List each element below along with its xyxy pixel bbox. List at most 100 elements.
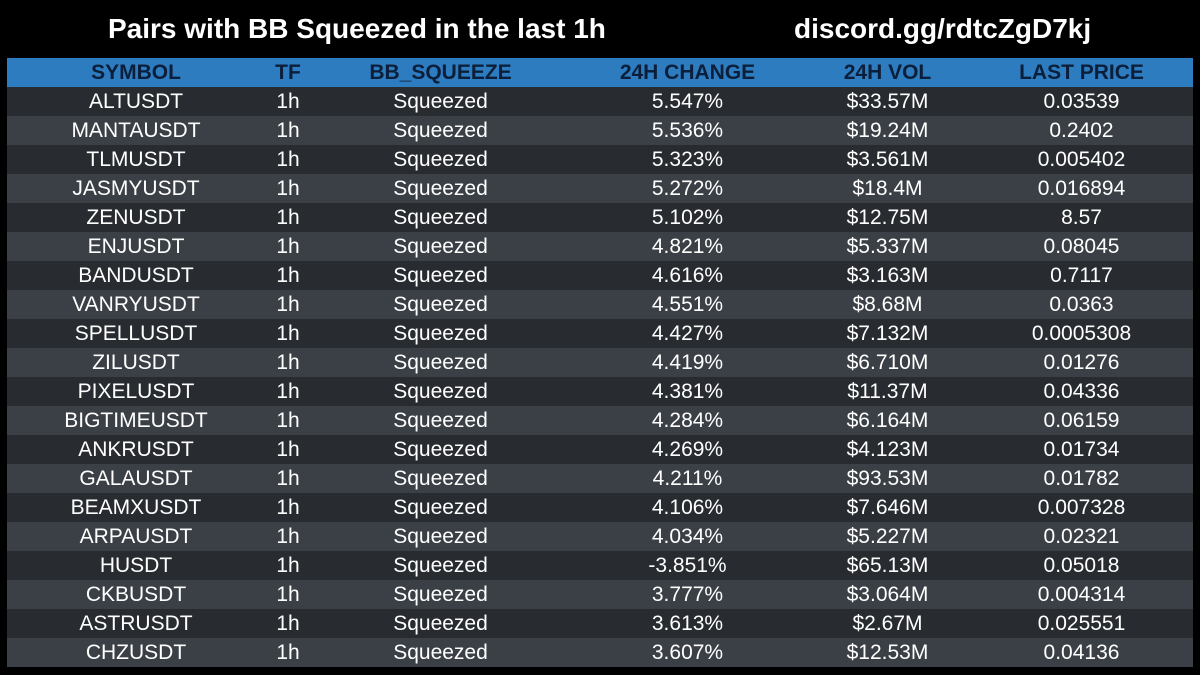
table-row: PIXELUSDT 1h Squeezed 4.381% $11.37M 0.04336 xyxy=(7,377,1193,406)
squeeze-table: SYMBOL TF BB_SQUEEZE 24H CHANGE 24H VOL … xyxy=(7,58,1193,667)
cell-tf: 1h xyxy=(265,551,311,580)
table-row: BANDUSDT 1h Squeezed 4.616% $3.163M 0.7117 xyxy=(7,261,1193,290)
cell-tf: 1h xyxy=(265,116,311,145)
cell-24h-vol: $93.53M xyxy=(805,464,970,493)
cell-symbol: ALTUSDT xyxy=(7,87,265,116)
cell-symbol: ANKRUSDT xyxy=(7,435,265,464)
cell-24h-change: 4.381% xyxy=(570,377,805,406)
column-header-bb-squeeze: BB_SQUEEZE xyxy=(311,58,570,87)
cell-tf: 1h xyxy=(265,580,311,609)
cell-24h-vol: $11.37M xyxy=(805,377,970,406)
table-row: CHZUSDT 1h Squeezed 3.607% $12.53M 0.04136 xyxy=(7,638,1193,667)
table-body: ALTUSDT 1h Squeezed 5.547% $33.57M 0.03539 MAN… xyxy=(7,87,1193,667)
cell-tf: 1h xyxy=(265,203,311,232)
discord-link[interactable]: discord.gg/rdtcZgD7kj xyxy=(794,13,1092,44)
cell-bb-squeeze: Squeezed xyxy=(311,116,570,145)
cell-24h-change: 5.102% xyxy=(570,203,805,232)
cell-24h-change: 4.427% xyxy=(570,319,805,348)
cell-symbol: ASTRUSDT xyxy=(7,609,265,638)
cell-last-price: 0.004314 xyxy=(970,580,1193,609)
cell-last-price: 0.2402 xyxy=(970,116,1193,145)
cell-24h-change: 4.269% xyxy=(570,435,805,464)
table-row: HUSDT 1h Squeezed -3.851% $65.13M 0.05018 xyxy=(7,551,1193,580)
cell-24h-vol: $7.646M xyxy=(805,493,970,522)
cell-symbol: ZENUSDT xyxy=(7,203,265,232)
cell-24h-vol: $4.123M xyxy=(805,435,970,464)
cell-24h-vol: $33.57M xyxy=(805,87,970,116)
cell-last-price: 0.01276 xyxy=(970,348,1193,377)
cell-symbol: BEAMXUSDT xyxy=(7,493,265,522)
cell-tf: 1h xyxy=(265,522,311,551)
cell-24h-change: 4.821% xyxy=(570,232,805,261)
cell-24h-change: 5.536% xyxy=(570,116,805,145)
cell-tf: 1h xyxy=(265,435,311,464)
cell-24h-vol: $3.064M xyxy=(805,580,970,609)
cell-last-price: 0.02321 xyxy=(970,522,1193,551)
cell-symbol: ARPAUSDT xyxy=(7,522,265,551)
cell-24h-change: 4.106% xyxy=(570,493,805,522)
cell-24h-change: 4.034% xyxy=(570,522,805,551)
squeeze-table-container: SYMBOL TF BB_SQUEEZE 24H CHANGE 24H VOL … xyxy=(7,58,1193,670)
cell-24h-change: 5.323% xyxy=(570,145,805,174)
table-row: ARPAUSDT 1h Squeezed 4.034% $5.227M 0.02321 xyxy=(7,522,1193,551)
cell-24h-vol: $3.561M xyxy=(805,145,970,174)
cell-tf: 1h xyxy=(265,232,311,261)
cell-bb-squeeze: Squeezed xyxy=(311,290,570,319)
table-header-row: SYMBOL TF BB_SQUEEZE 24H CHANGE 24H VOL … xyxy=(7,58,1193,87)
cell-last-price: 0.03539 xyxy=(970,87,1193,116)
cell-bb-squeeze: Squeezed xyxy=(311,580,570,609)
cell-last-price: 0.01734 xyxy=(970,435,1193,464)
cell-bb-squeeze: Squeezed xyxy=(311,261,570,290)
cell-tf: 1h xyxy=(265,348,311,377)
cell-24h-change: 3.607% xyxy=(570,638,805,667)
cell-last-price: 0.005402 xyxy=(970,145,1193,174)
table-row: BIGTIMEUSDT 1h Squeezed 4.284% $6.164M 0.0615… xyxy=(7,406,1193,435)
cell-symbol: JASMYUSDT xyxy=(7,174,265,203)
column-header-last-price: LAST PRICE xyxy=(970,58,1193,87)
cell-symbol: ENJUSDT xyxy=(7,232,265,261)
cell-last-price: 0.016894 xyxy=(970,174,1193,203)
cell-24h-vol: $3.163M xyxy=(805,261,970,290)
cell-symbol: GALAUSDT xyxy=(7,464,265,493)
table-row: CKBUSDT 1h Squeezed 3.777% $3.064M 0.004314 xyxy=(7,580,1193,609)
cell-last-price: 8.57 xyxy=(970,203,1193,232)
cell-last-price: 0.0005308 xyxy=(970,319,1193,348)
cell-tf: 1h xyxy=(265,638,311,667)
cell-24h-change: 4.211% xyxy=(570,464,805,493)
cell-last-price: 0.04336 xyxy=(970,377,1193,406)
cell-24h-change: 5.547% xyxy=(570,87,805,116)
cell-bb-squeeze: Squeezed xyxy=(311,377,570,406)
cell-24h-change: -3.851% xyxy=(570,551,805,580)
cell-bb-squeeze: Squeezed xyxy=(311,145,570,174)
cell-symbol: BIGTIMEUSDT xyxy=(7,406,265,435)
cell-symbol: HUSDT xyxy=(7,551,265,580)
cell-symbol: PIXELUSDT xyxy=(7,377,265,406)
cell-bb-squeeze: Squeezed xyxy=(311,493,570,522)
cell-24h-vol: $65.13M xyxy=(805,551,970,580)
cell-24h-vol: $7.132M xyxy=(805,319,970,348)
cell-last-price: 0.04136 xyxy=(970,638,1193,667)
cell-24h-vol: $12.53M xyxy=(805,638,970,667)
cell-24h-vol: $19.24M xyxy=(805,116,970,145)
cell-tf: 1h xyxy=(265,87,311,116)
cell-last-price: 0.0363 xyxy=(970,290,1193,319)
cell-24h-change: 4.551% xyxy=(570,290,805,319)
table-row: ZILUSDT 1h Squeezed 4.419% $6.710M 0.01276 xyxy=(7,348,1193,377)
cell-tf: 1h xyxy=(265,493,311,522)
cell-24h-vol: $18.4M xyxy=(805,174,970,203)
cell-symbol: BANDUSDT xyxy=(7,261,265,290)
cell-tf: 1h xyxy=(265,406,311,435)
cell-last-price: 0.007328 xyxy=(970,493,1193,522)
cell-bb-squeeze: Squeezed xyxy=(311,638,570,667)
cell-24h-vol: $5.227M xyxy=(805,522,970,551)
table-row: BEAMXUSDT 1h Squeezed 4.106% $7.646M 0.007328 xyxy=(7,493,1193,522)
table-row: ALTUSDT 1h Squeezed 5.547% $33.57M 0.03539 xyxy=(7,87,1193,116)
page-title: Pairs with BB Squeezed in the last 1h xyxy=(108,13,606,44)
cell-symbol: CHZUSDT xyxy=(7,638,265,667)
cell-tf: 1h xyxy=(265,464,311,493)
table-row: ZENUSDT 1h Squeezed 5.102% $12.75M 8.57 xyxy=(7,203,1193,232)
table-row: JASMYUSDT 1h Squeezed 5.272% $18.4M 0.016894 xyxy=(7,174,1193,203)
cell-tf: 1h xyxy=(265,377,311,406)
cell-symbol: MANTAUSDT xyxy=(7,116,265,145)
table-row: GALAUSDT 1h Squeezed 4.211% $93.53M 0.01782 xyxy=(7,464,1193,493)
